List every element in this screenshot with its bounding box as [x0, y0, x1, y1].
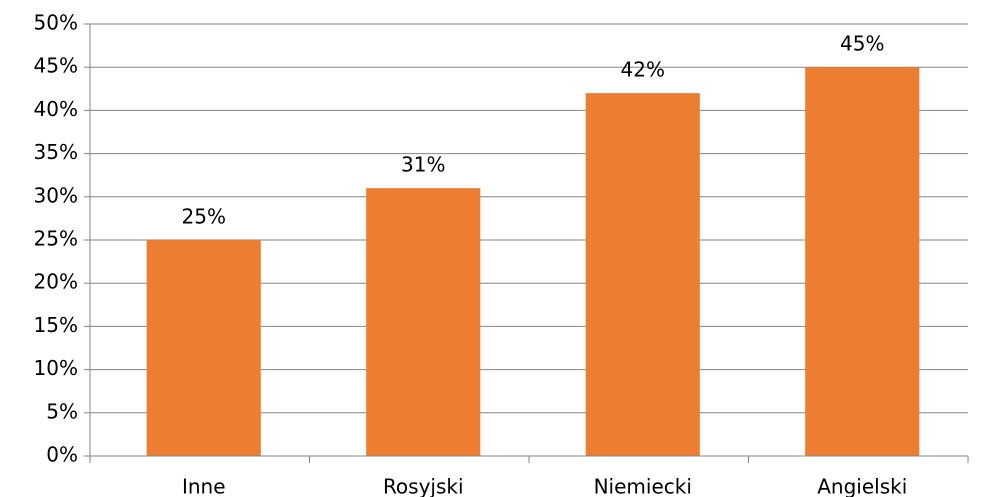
data-label: 45%: [840, 32, 884, 56]
y-tick-label: 40%: [34, 97, 78, 121]
y-tick-label: 45%: [34, 54, 78, 78]
data-label: 31%: [401, 153, 445, 177]
bar: [805, 67, 920, 456]
x-tick-label: Niemiecki: [594, 475, 692, 497]
data-label: 42%: [621, 58, 665, 82]
x-tick-label: Angielski: [817, 475, 907, 497]
bar: [585, 93, 700, 457]
data-label: 25%: [182, 205, 226, 229]
y-tick-label: 0%: [46, 443, 78, 467]
x-tick-label: Rosyjski: [383, 475, 464, 497]
y-tick-label: 35%: [34, 140, 78, 164]
y-tick-label: 25%: [34, 227, 78, 251]
bar: [146, 240, 261, 456]
x-tick-label: Inne: [182, 475, 226, 497]
y-tick-label: 30%: [34, 183, 78, 207]
y-tick-label: 50%: [34, 11, 78, 35]
y-tick-label: 5%: [46, 399, 78, 423]
y-tick-label: 10%: [34, 356, 78, 380]
y-tick-label: 20%: [34, 270, 78, 294]
bar: [366, 188, 481, 456]
y-tick-label: 15%: [34, 313, 78, 337]
